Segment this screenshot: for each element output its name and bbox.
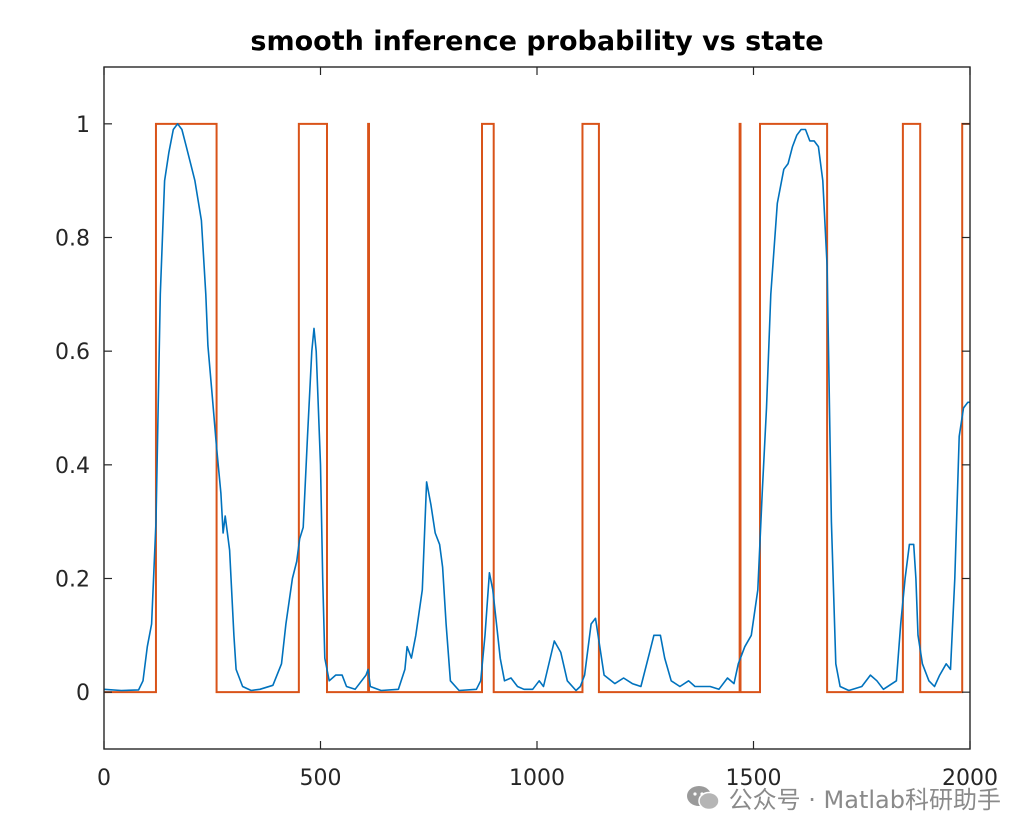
y-tick-label: 0.2 — [55, 568, 90, 593]
watermark: 公众号 · Matlab科研助手 — [685, 780, 1001, 815]
x-tick-label: 1500 — [726, 766, 782, 791]
y-tick-label: 0.6 — [55, 340, 90, 365]
y-tick-label: 0.4 — [55, 454, 90, 479]
x-tick-label: 0 — [97, 766, 111, 791]
x-tick-label: 500 — [300, 766, 342, 791]
y-tick-label: 0.8 — [55, 227, 90, 252]
x-tick-label: 2000 — [942, 766, 998, 791]
chart-title: smooth inference probability vs state — [250, 26, 823, 57]
y-tick-label: 0 — [76, 681, 90, 706]
axes-ticks: 0 500 1000 1500 2000 0 0.2 0.4 0.6 0.8 1 — [55, 67, 998, 791]
probability-series-line — [103, 123, 970, 692]
y-tick-label: 1 — [76, 113, 90, 138]
watermark-text: 公众号 · Matlab科研助手 — [728, 786, 1001, 814]
x-tick-label: 1000 — [509, 766, 565, 791]
series-layer — [103, 122, 970, 694]
wechat-icon — [686, 785, 720, 810]
